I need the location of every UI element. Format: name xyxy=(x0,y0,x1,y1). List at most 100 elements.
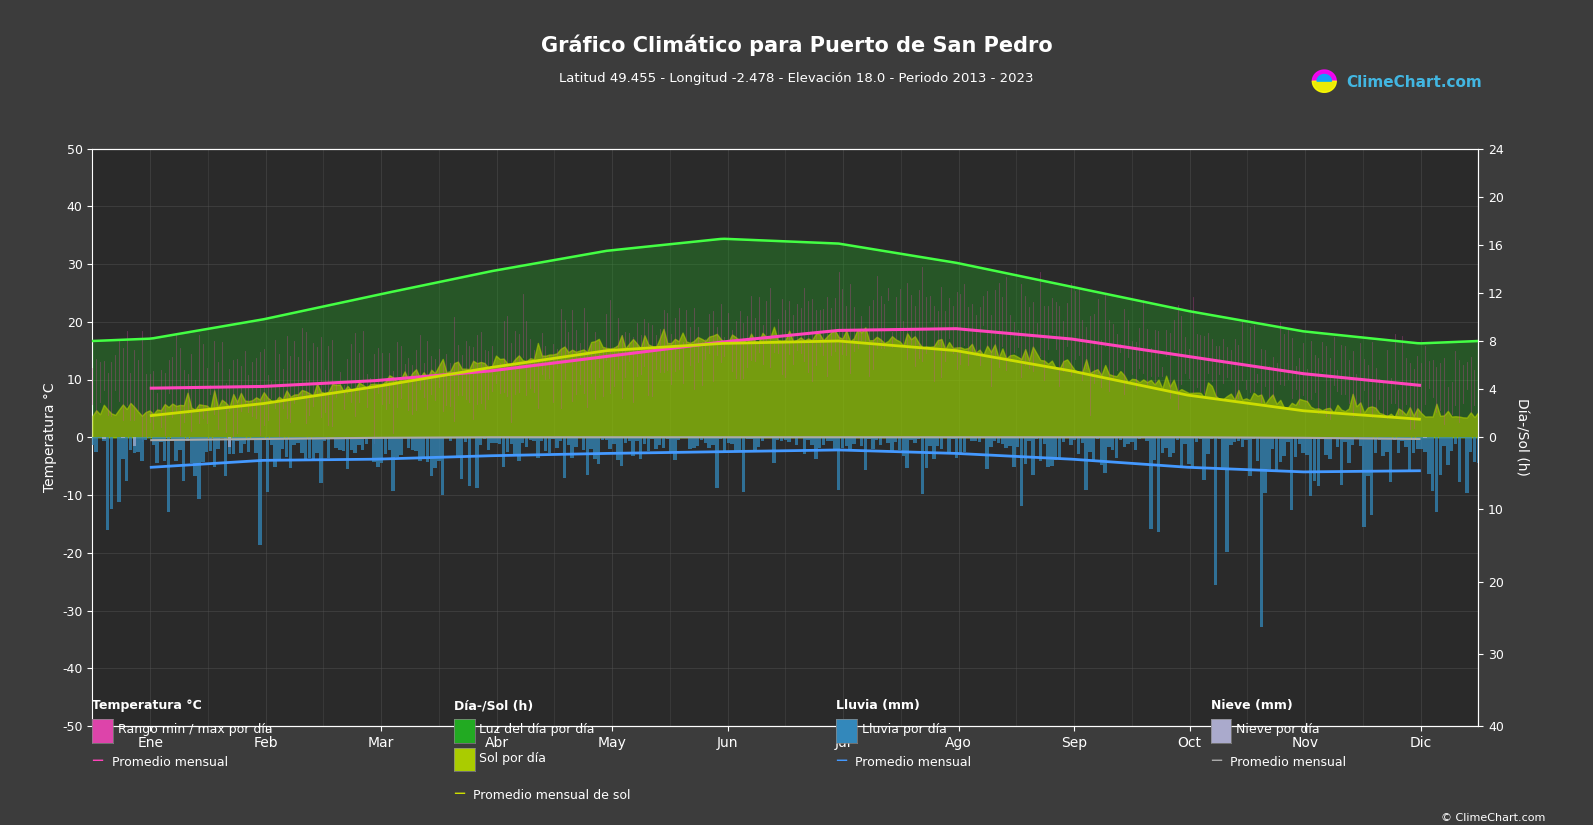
Bar xyxy=(1137,437,1141,439)
Bar xyxy=(1118,437,1121,440)
Bar xyxy=(886,437,890,443)
Bar xyxy=(1104,437,1107,474)
Bar xyxy=(863,437,867,469)
Bar xyxy=(937,437,940,446)
Bar xyxy=(217,437,220,450)
Bar xyxy=(814,437,817,459)
Bar xyxy=(269,437,272,445)
Bar xyxy=(841,437,844,448)
Bar xyxy=(1373,437,1378,454)
Bar xyxy=(1294,437,1297,457)
Bar xyxy=(562,437,566,478)
Bar xyxy=(319,437,322,483)
Bar xyxy=(1020,437,1023,506)
Bar xyxy=(1012,437,1015,466)
Bar xyxy=(349,437,354,450)
Bar xyxy=(811,437,814,446)
Bar xyxy=(373,437,376,462)
Bar xyxy=(981,437,984,438)
Bar xyxy=(894,437,897,441)
Bar xyxy=(1389,437,1392,482)
Text: Sol por día: Sol por día xyxy=(479,752,546,766)
Bar xyxy=(392,437,395,491)
Bar xyxy=(499,437,502,444)
Bar xyxy=(1343,437,1346,442)
Bar xyxy=(1290,437,1294,510)
Bar xyxy=(250,437,253,439)
Bar xyxy=(795,437,798,445)
Bar xyxy=(400,437,403,455)
Bar xyxy=(1126,437,1129,445)
Bar xyxy=(1400,437,1403,441)
Bar xyxy=(1348,437,1351,463)
Text: ClimeChart.com: ClimeChart.com xyxy=(1346,74,1481,90)
Text: Promedio mensual: Promedio mensual xyxy=(1230,757,1346,770)
Bar xyxy=(193,437,198,476)
Bar xyxy=(959,437,962,455)
Bar xyxy=(1244,437,1247,441)
Bar xyxy=(518,437,521,460)
Bar xyxy=(129,437,132,450)
Bar xyxy=(1359,437,1362,446)
Bar xyxy=(932,437,935,459)
Bar xyxy=(239,437,242,453)
Text: Nieve (mm): Nieve (mm) xyxy=(1211,700,1292,713)
Y-axis label: Día-/Sol (h): Día-/Sol (h) xyxy=(1515,398,1529,476)
Bar xyxy=(951,437,954,439)
Bar xyxy=(879,437,883,446)
Bar xyxy=(1381,437,1384,456)
Bar xyxy=(510,437,513,444)
Bar xyxy=(1099,437,1102,465)
Bar xyxy=(422,437,425,458)
Bar xyxy=(1461,437,1466,438)
Bar xyxy=(505,437,510,451)
Bar xyxy=(433,437,436,469)
Bar xyxy=(307,437,311,458)
Bar xyxy=(1450,437,1453,451)
Bar xyxy=(1263,437,1266,493)
Bar xyxy=(198,437,201,499)
Bar xyxy=(921,437,924,494)
Bar xyxy=(540,437,543,441)
Text: Temperatura °C: Temperatura °C xyxy=(92,700,202,713)
Bar xyxy=(225,437,228,476)
Bar xyxy=(768,437,773,438)
Bar xyxy=(1255,437,1258,461)
Bar xyxy=(1107,437,1110,446)
Bar xyxy=(1266,437,1271,469)
Bar xyxy=(1145,437,1149,441)
Bar xyxy=(1386,437,1389,452)
Bar xyxy=(1423,437,1427,452)
Bar xyxy=(954,437,959,458)
Bar xyxy=(124,437,129,481)
Bar xyxy=(726,437,730,443)
Bar xyxy=(761,437,765,441)
Bar xyxy=(212,437,217,467)
Bar xyxy=(1431,437,1434,491)
Bar xyxy=(742,437,746,492)
Bar xyxy=(1301,437,1305,453)
Bar xyxy=(699,437,703,441)
Bar xyxy=(395,437,398,457)
Bar xyxy=(1192,437,1195,467)
Bar xyxy=(1214,437,1217,585)
Bar xyxy=(978,437,981,442)
Bar xyxy=(1419,437,1423,450)
Bar xyxy=(1367,437,1370,476)
Bar xyxy=(849,437,852,450)
Bar xyxy=(1416,437,1419,449)
Bar xyxy=(323,437,327,441)
Bar xyxy=(1198,437,1203,439)
Bar xyxy=(551,437,554,439)
Bar xyxy=(1211,437,1214,439)
Bar xyxy=(99,437,102,438)
Bar xyxy=(718,437,722,439)
Bar xyxy=(266,437,269,492)
Bar xyxy=(817,437,822,448)
Bar xyxy=(449,437,452,441)
Bar xyxy=(110,437,113,509)
Bar xyxy=(1077,437,1080,454)
Bar xyxy=(258,437,261,544)
Bar xyxy=(776,437,779,440)
Bar xyxy=(1096,437,1099,439)
